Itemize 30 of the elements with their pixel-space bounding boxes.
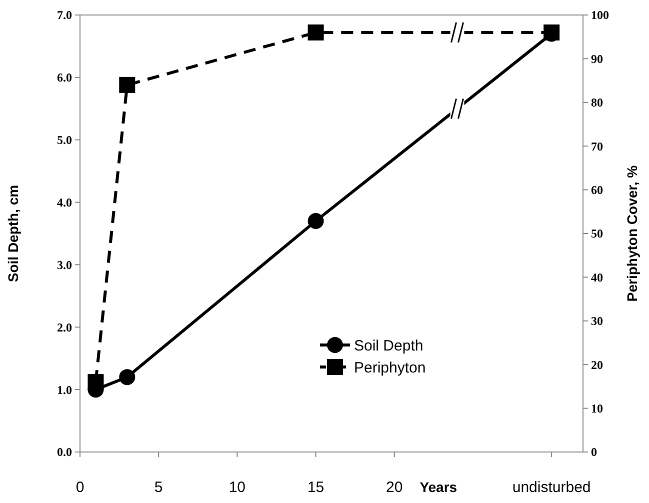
y2-tick-label: 80 <box>591 96 603 110</box>
legend-label: Periphyton <box>354 359 426 376</box>
x-tick-label: 20 <box>386 479 403 496</box>
y2-tick-label: 50 <box>591 226 603 241</box>
y-tick-label: 2.0 <box>57 320 72 334</box>
y2-tick-label: 0 <box>591 445 597 460</box>
x-axis-title: Years <box>420 479 458 495</box>
y-tick-label: 4.0 <box>57 195 72 210</box>
y2-axis-title: Periphyton Cover, % <box>624 164 640 302</box>
y-tick-label: 5.0 <box>57 133 72 148</box>
y2-tick-label: 10 <box>591 402 603 416</box>
y-tick-label: 3.0 <box>57 258 72 272</box>
y2-tick-label: 70 <box>591 139 603 154</box>
y-tick-label: 1.0 <box>57 382 72 397</box>
y-tick-label: 6.0 <box>57 70 72 85</box>
y2-tick-label: 100 <box>591 8 609 22</box>
y2-tick-label: 20 <box>591 358 603 372</box>
x-tick-label: 10 <box>228 479 246 496</box>
y-tick-label: 7.0 <box>57 8 72 22</box>
y-axis-title: Soil Depth, cm <box>5 184 21 282</box>
x-tick-label: undisturbed <box>512 479 591 496</box>
y2-tick-label: 40 <box>591 270 603 284</box>
x-tick-label: 0 <box>76 479 84 496</box>
y-tick-label: 0.0 <box>57 445 72 460</box>
y2-tick-label: 60 <box>591 183 603 197</box>
y2-tick-label: 30 <box>591 314 603 328</box>
x-tick-label: 15 <box>307 479 324 496</box>
legend-label: Soil Depth <box>354 337 424 354</box>
x-tick-label: 5 <box>154 479 163 496</box>
y2-tick-label: 90 <box>591 52 603 66</box>
